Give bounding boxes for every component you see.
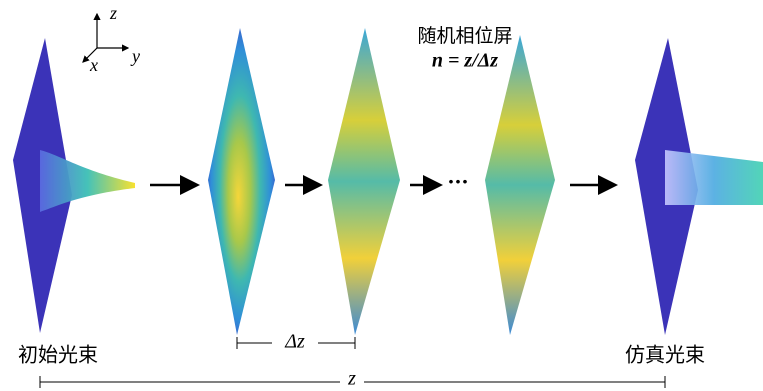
screen-title: 随机相位屏	[417, 25, 512, 47]
ellipsis: ···	[448, 170, 469, 194]
output-beam	[665, 150, 763, 205]
distance-label: z	[347, 368, 356, 390]
screen-formula: n = z/Δz	[432, 50, 498, 72]
axis-label-z: z	[109, 3, 117, 23]
phase-screen	[208, 28, 275, 335]
axis-label-x: x	[89, 55, 98, 75]
phase-screen	[328, 28, 400, 335]
phase-screen	[485, 35, 555, 335]
diagram: z y x ··· 随机相位屏 n = z/Δz 初始光束 仿真光束 Δz z	[0, 0, 763, 391]
input-beam	[40, 150, 135, 212]
spacing-label: Δz	[284, 331, 305, 353]
input-label: 初始光束	[18, 343, 98, 367]
axis-label-y: y	[130, 46, 140, 66]
output-label: 仿真光束	[625, 343, 705, 367]
